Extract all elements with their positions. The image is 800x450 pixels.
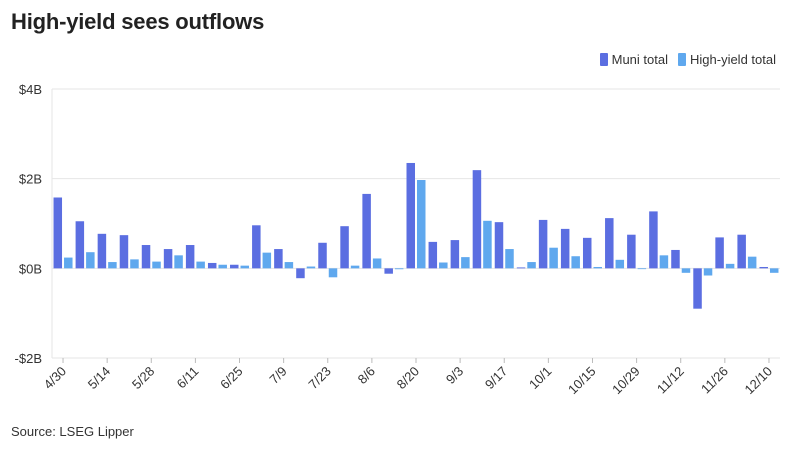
bar-high-yield-total bbox=[659, 255, 669, 269]
y-tick-label: $2B bbox=[19, 172, 42, 187]
source-note: Source: LSEG Lipper bbox=[11, 424, 134, 439]
bar-muni-total bbox=[384, 268, 393, 274]
bar-muni-total bbox=[627, 234, 636, 269]
bar-high-yield-total bbox=[218, 264, 227, 269]
bar-muni-total bbox=[428, 241, 438, 269]
bar-muni-total bbox=[649, 211, 658, 269]
bar-high-yield-total bbox=[394, 268, 404, 270]
bar-high-yield-total bbox=[152, 261, 161, 269]
bar-high-yield-total bbox=[240, 265, 250, 269]
legend: Muni total High-yield total bbox=[599, 52, 776, 67]
x-tick-label: 8/6 bbox=[355, 364, 378, 387]
bar-muni-total bbox=[97, 233, 107, 269]
bar-high-yield-total bbox=[593, 266, 602, 269]
bar-high-yield-total bbox=[681, 268, 691, 273]
bar-high-yield-total bbox=[637, 268, 647, 270]
bar-high-yield-total bbox=[108, 262, 117, 269]
bar-muni-total bbox=[141, 245, 151, 269]
bar-high-yield-total bbox=[174, 255, 183, 269]
y-tick-label: $4B bbox=[19, 82, 42, 97]
bar-muni-total bbox=[693, 268, 702, 309]
bar-muni-total bbox=[671, 249, 680, 269]
bar-high-yield-total bbox=[549, 247, 558, 269]
x-tick-label: 5/28 bbox=[129, 364, 158, 393]
x-tick-label: 10/15 bbox=[565, 364, 599, 398]
x-tick-label: 11/26 bbox=[698, 364, 731, 397]
bar-high-yield-total bbox=[284, 262, 294, 269]
bar-muni-total bbox=[406, 162, 415, 269]
bar-high-yield-total bbox=[505, 249, 514, 269]
bar-muni-total bbox=[450, 240, 460, 269]
y-tick-label: -$2B bbox=[15, 351, 42, 366]
bar-muni-total bbox=[516, 267, 526, 269]
bar-high-yield-total bbox=[571, 256, 580, 269]
legend-label-muni: Muni total bbox=[611, 52, 668, 67]
bar-muni-total bbox=[207, 262, 217, 269]
bar-high-yield-total bbox=[769, 268, 779, 273]
bar-high-yield-total bbox=[196, 261, 205, 269]
bar-high-yield-total bbox=[64, 257, 73, 269]
x-tick-label: 10/1 bbox=[526, 364, 555, 393]
bar-high-yield-total bbox=[615, 259, 625, 269]
bar-high-yield-total bbox=[483, 220, 492, 269]
legend-swatch-muni bbox=[599, 53, 608, 66]
bar-high-yield-total bbox=[262, 252, 272, 269]
bar-muni-total bbox=[75, 221, 85, 269]
bar-muni-total bbox=[274, 249, 283, 269]
bar-muni-total bbox=[582, 237, 592, 269]
bar-muni-total bbox=[737, 234, 746, 269]
bar-muni-total bbox=[472, 170, 482, 269]
x-tick-label: 7/23 bbox=[305, 364, 334, 393]
bar-high-yield-total bbox=[439, 262, 448, 269]
x-tick-label: 4/30 bbox=[41, 364, 70, 393]
bar-high-yield-total bbox=[703, 268, 713, 276]
bar-muni-total bbox=[560, 228, 570, 269]
bar-muni-total bbox=[53, 197, 63, 269]
bar-high-yield-total bbox=[725, 263, 735, 269]
bar-muni-total bbox=[605, 218, 614, 269]
legend-item-muni: Muni total bbox=[599, 52, 668, 67]
bar-muni-total bbox=[340, 226, 349, 269]
bar-high-yield-total bbox=[328, 268, 338, 278]
legend-label-high-yield: High-yield total bbox=[690, 52, 776, 67]
bar-high-yield-total bbox=[747, 256, 757, 269]
x-tick-label: 9/3 bbox=[443, 364, 466, 387]
x-tick-label: 9/17 bbox=[482, 364, 511, 393]
bar-muni-total bbox=[230, 264, 239, 269]
bar-muni-total bbox=[759, 266, 768, 269]
bar-muni-total bbox=[163, 249, 173, 269]
x-tick-label: 10/29 bbox=[609, 364, 643, 398]
bar-high-yield-total bbox=[130, 259, 139, 269]
bar-high-yield-total bbox=[372, 258, 382, 269]
x-tick-label: 12/10 bbox=[741, 364, 775, 398]
bar-high-yield-total bbox=[527, 262, 536, 269]
x-tick-label: 7/9 bbox=[266, 364, 289, 387]
bar-muni-total bbox=[296, 268, 305, 279]
bar-muni-total bbox=[185, 245, 195, 269]
chart-title: High-yield sees outflows bbox=[11, 9, 265, 34]
legend-swatch-high-yield bbox=[678, 53, 686, 66]
x-tick-label: 8/20 bbox=[394, 364, 423, 393]
bar-muni-total bbox=[494, 222, 504, 269]
y-tick-label: $0B bbox=[19, 261, 42, 276]
x-tick-label: 11/12 bbox=[654, 364, 687, 397]
x-tick-label: 5/14 bbox=[85, 364, 114, 393]
bar-muni-total bbox=[715, 237, 724, 269]
bar-high-yield-total bbox=[86, 252, 95, 269]
bar-high-yield-total bbox=[417, 180, 426, 269]
legend-item-high-yield: High-yield total bbox=[678, 52, 776, 67]
bar-high-yield-total bbox=[306, 266, 316, 269]
x-tick-label: 6/11 bbox=[174, 364, 202, 392]
bar-high-yield-total bbox=[350, 265, 360, 269]
bar-high-yield-total bbox=[461, 257, 470, 269]
x-tick-label: 6/25 bbox=[217, 364, 246, 393]
bar-muni-total bbox=[252, 225, 261, 269]
bar-muni-total bbox=[538, 219, 548, 269]
bar-muni-total bbox=[318, 242, 327, 269]
bar-muni-total bbox=[119, 235, 129, 269]
bar-muni-total bbox=[362, 193, 371, 269]
